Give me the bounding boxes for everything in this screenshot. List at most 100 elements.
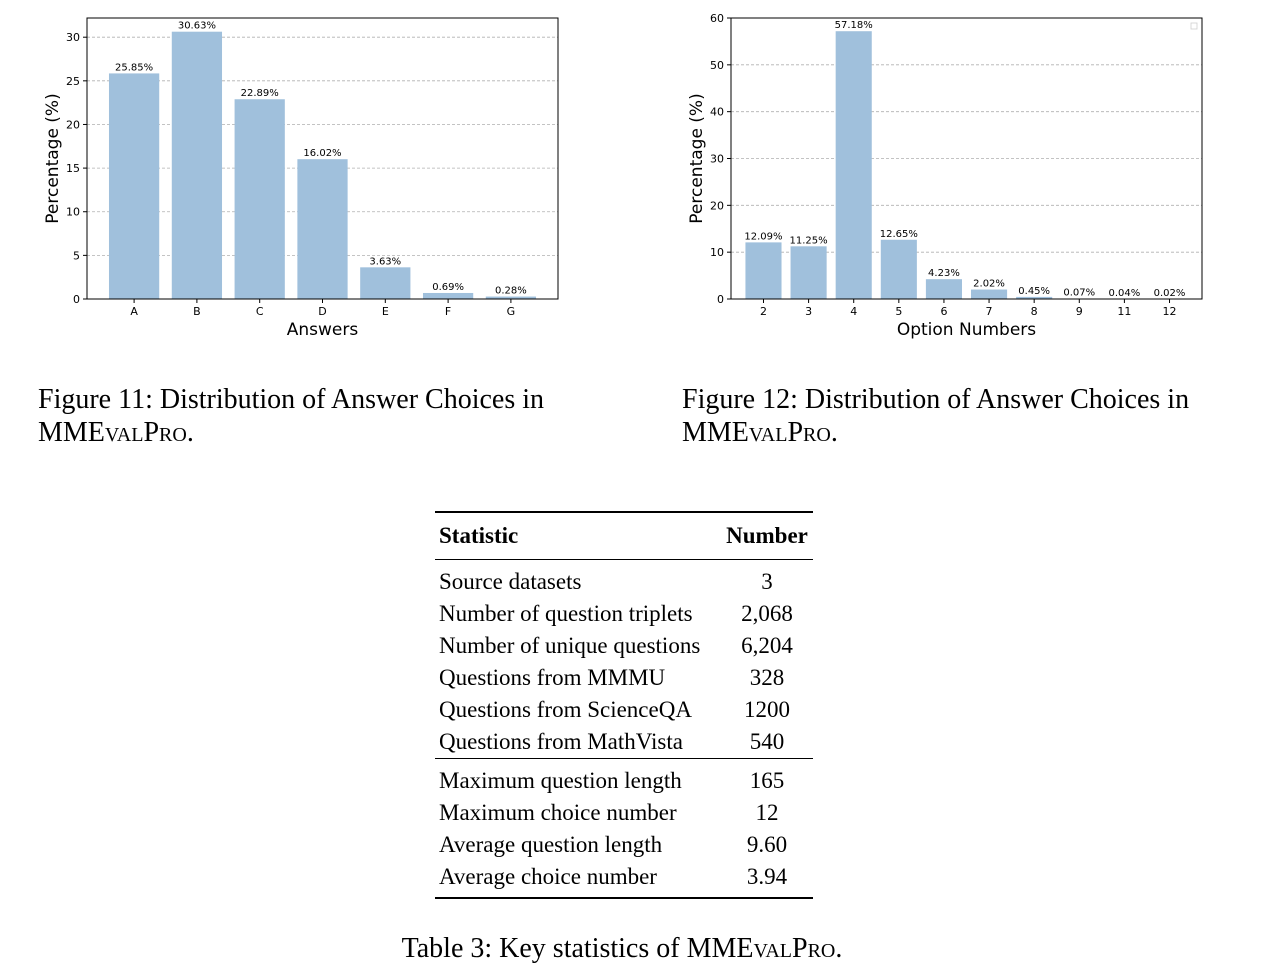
- bar-value-label: 25.85%: [115, 62, 153, 73]
- plot-frame: [86, 17, 559, 300]
- bar-value-label: 3.63%: [369, 256, 401, 267]
- legend-box: [1190, 22, 1198, 30]
- bar-value-label: 57.18%: [835, 20, 873, 31]
- x-tick-label: 3: [805, 305, 812, 318]
- row-label: Number of question triplets: [439, 601, 693, 626]
- bar-4: [835, 31, 872, 299]
- bar-G: [485, 296, 537, 299]
- table-row: Average question length 9.60: [435, 829, 813, 861]
- x-tick-label: 7: [986, 305, 993, 318]
- bar-value-label: 22.89%: [241, 88, 279, 99]
- x-tick-label: 5: [895, 305, 902, 318]
- y-tick-label: 25: [66, 75, 80, 88]
- bar-6: [925, 279, 962, 299]
- row-label: Source datasets: [439, 569, 582, 594]
- bar-5: [880, 239, 917, 299]
- bar-value-label: 0.45%: [1018, 286, 1050, 297]
- x-tick-label: 11: [1117, 305, 1131, 318]
- bar-7: [971, 289, 1008, 299]
- figure-12-chart: 0 10 20 30 40 50 60 12.09% 2 11.25% 3 57.18% 4 12.65%…: [687, 12, 1203, 340]
- bar-3: [790, 246, 827, 299]
- row-label: Average question length: [439, 832, 663, 857]
- table-row: Maximum choice number 12: [435, 797, 813, 829]
- bar-D: [297, 159, 348, 299]
- header-number: Number: [726, 523, 808, 548]
- row-value: 1200: [744, 697, 790, 722]
- bar-B: [171, 31, 223, 300]
- header-statistic: Statistic: [439, 523, 519, 548]
- bar-value-label: 2.02%: [973, 279, 1005, 290]
- row-value: 12: [755, 800, 779, 825]
- x-axis-label: Answers: [287, 320, 359, 340]
- bar-value-label: 11.25%: [790, 235, 828, 246]
- figure-11-caption: Figure 11: Distribution of Answer Choice…: [38, 384, 545, 448]
- table-row: Average choice number 3.94: [435, 861, 813, 899]
- bar-C: [234, 99, 285, 299]
- bar-value-label: 0.28%: [495, 286, 527, 297]
- x-tick-label: E: [382, 305, 389, 318]
- x-tick-label: C: [256, 305, 264, 318]
- x-tick-label: B: [193, 305, 201, 318]
- row-value: 328: [749, 665, 785, 690]
- bar-value-label: 12.09%: [744, 231, 782, 242]
- bar-value-label: 0.04%: [1109, 288, 1141, 299]
- y-tick-label: 10: [710, 246, 724, 259]
- row-value: 2,068: [741, 601, 793, 626]
- row-value: 6,204: [741, 633, 793, 658]
- table-row: Source datasets 3: [435, 560, 813, 599]
- y-tick-label: 50: [710, 59, 724, 72]
- y-tick-label: 5: [73, 249, 80, 262]
- row-label: Questions from MMMU: [439, 665, 666, 690]
- table-row: Questions from MMMU 328: [435, 662, 813, 694]
- y-axis-label: Percentage (%): [43, 93, 63, 223]
- x-tick-label: 2: [760, 305, 767, 318]
- bar-value-label: 0.69%: [432, 282, 464, 293]
- x-axis-label: Option Numbers: [897, 320, 1036, 340]
- y-tick-label: 40: [710, 106, 724, 119]
- table-row: Number of unique questions 6,204: [435, 630, 813, 662]
- row-value: 165: [721, 758, 813, 797]
- y-tick-label: 20: [710, 199, 724, 212]
- table-row: Maximum question length 165: [435, 758, 813, 797]
- row-value: 3.94: [721, 861, 813, 899]
- row-label: Questions from MathVista: [439, 729, 683, 754]
- bar-E: [360, 267, 411, 299]
- bar-A: [108, 73, 160, 299]
- y-tick-label: 0: [73, 293, 80, 306]
- x-tick-label: 8: [1031, 305, 1038, 318]
- x-tick-label: F: [445, 305, 451, 318]
- key-statistics-table: Statistic Number Source datasets 3 Numbe…: [435, 511, 813, 899]
- bar-2: [745, 242, 782, 299]
- y-tick-label: 15: [66, 162, 80, 175]
- x-tick-label: 6: [940, 305, 947, 318]
- x-tick-label: A: [130, 305, 138, 318]
- bar-8: [1016, 296, 1053, 299]
- table-3-caption: Table 3: Key statistics of MMEvalPro.: [401, 933, 843, 964]
- y-tick-label: 30: [710, 153, 724, 166]
- bar-value-label: 4.23%: [928, 268, 960, 279]
- row-value: 540: [749, 729, 785, 754]
- x-tick-label: 12: [1163, 305, 1177, 318]
- y-tick-label: 10: [66, 206, 80, 219]
- bar-value-label: 0.07%: [1063, 288, 1095, 299]
- y-tick-label: 60: [710, 12, 724, 25]
- bar-value-label: 12.65%: [880, 229, 918, 240]
- row-value: 3: [761, 569, 773, 594]
- row-label: Average choice number: [435, 861, 721, 899]
- x-tick-label: 4: [850, 305, 857, 318]
- bar-value-label: 30.63%: [178, 21, 216, 32]
- table-row: Questions from ScienceQA 1200: [435, 694, 813, 726]
- row-label: Maximum question length: [435, 758, 721, 797]
- row-label: Maximum choice number: [439, 800, 677, 825]
- row-label: Questions from ScienceQA: [439, 697, 692, 722]
- x-tick-label: 9: [1076, 305, 1083, 318]
- figure-11-chart: 0 5 10 15 20 25 30 25.85% A 30.63% B 22.89% C 16.02% D…: [43, 17, 559, 340]
- x-tick-label: D: [318, 305, 326, 318]
- bar-F: [422, 292, 474, 299]
- table-row: Questions from MathVista 540: [435, 726, 813, 759]
- bar-value-label: 16.02%: [303, 148, 341, 159]
- table-row: Number of question triplets 2,068: [435, 598, 813, 630]
- row-value: 9.60: [746, 832, 788, 857]
- plot-frame: [730, 17, 1203, 300]
- y-tick-label: 20: [66, 118, 80, 131]
